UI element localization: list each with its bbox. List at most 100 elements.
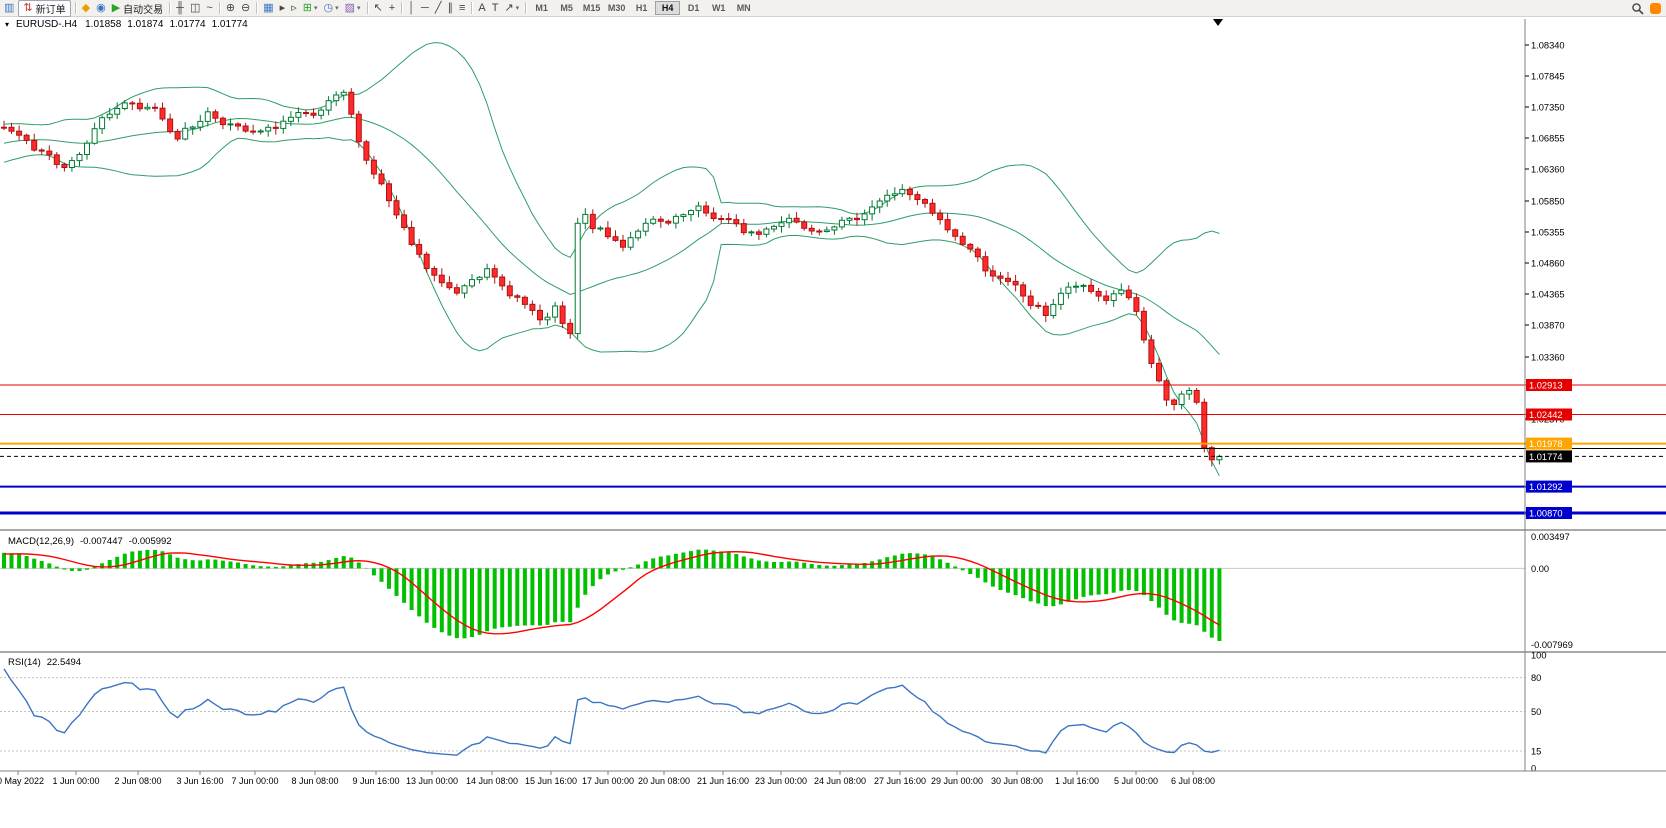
zoom-out-button[interactable]: ⊖	[239, 1, 252, 16]
candle	[997, 275, 1004, 279]
timeframe-button-m15[interactable]: M15	[582, 3, 601, 13]
candle	[1080, 284, 1087, 287]
toolbar-separator	[401, 2, 403, 14]
date-label: 13 Jun 00:00	[406, 776, 458, 786]
metaeditor-button[interactable]: ◆	[80, 1, 92, 16]
candle	[114, 108, 121, 115]
tile-windows-button-icon: ▦	[263, 2, 274, 14]
cursor-button[interactable]: ↖	[372, 1, 385, 16]
candle	[250, 130, 257, 133]
candle	[242, 125, 249, 132]
candle	[695, 205, 702, 212]
candle	[1088, 284, 1095, 292]
channel-button[interactable]: ∥	[445, 1, 455, 16]
candle	[348, 91, 355, 115]
candle	[823, 229, 830, 232]
candle	[801, 221, 808, 229]
candle	[295, 112, 302, 118]
chart-shift-button[interactable]: ▹	[289, 1, 299, 16]
candle	[144, 106, 151, 110]
price-axis-area[interactable]	[1525, 30, 1666, 771]
auto-scroll-button[interactable]: ▸	[278, 1, 288, 16]
candle	[1027, 295, 1034, 306]
date-label: 1 Jun 00:00	[52, 776, 99, 786]
timeframe-button-d1[interactable]: D1	[687, 3, 700, 13]
timeframe-button-m30[interactable]: M30	[607, 3, 626, 13]
horizontal-line-button[interactable]: ─	[419, 1, 431, 16]
vertical-line-button[interactable]: │	[406, 1, 417, 16]
price-tick-label: 1.04365	[1531, 290, 1565, 300]
timeframe-button-m5[interactable]: M5	[560, 3, 573, 13]
text-label-button[interactable]: T	[490, 1, 501, 16]
candle	[68, 160, 75, 169]
tile-windows-button[interactable]: ▦	[261, 1, 275, 16]
candle	[219, 117, 226, 126]
scroll-to-end-marker[interactable]	[1213, 19, 1223, 26]
price-tick-label: 1.08340	[1531, 41, 1565, 51]
candle	[38, 149, 45, 152]
price-tick-label: 1.03360	[1531, 353, 1565, 363]
candle	[748, 231, 755, 234]
candle	[876, 200, 883, 208]
time-axis-area[interactable]	[0, 772, 1666, 788]
timeframe-button-h1[interactable]: H1	[635, 3, 648, 13]
rsi-pane-area[interactable]	[0, 653, 1525, 769]
market-button[interactable]: ◉	[94, 1, 108, 16]
arrows-button[interactable]: ↗ ▾	[502, 1, 521, 16]
candle	[567, 322, 574, 335]
candle	[174, 130, 181, 140]
candle	[1110, 293, 1117, 301]
macd-pane-area[interactable]	[0, 531, 1525, 649]
chart-plot-area[interactable]	[0, 30, 1525, 529]
candle	[665, 220, 672, 224]
price-level-badges: 1.02913 1.02442 1.01978 1.01774 1.01292 1.008…	[1526, 379, 1572, 519]
search-icon[interactable]	[1631, 2, 1644, 15]
timeframe-button-h4[interactable]: H4	[655, 1, 681, 15]
date-label: 15 Jun 16:00	[525, 776, 577, 786]
timeframe-button-w1[interactable]: W1	[711, 3, 726, 13]
arrows-button-icon: ↗	[504, 2, 514, 14]
bollinger-lower-band	[3, 136, 1220, 477]
periods-button[interactable]: ◷ ▾	[321, 1, 340, 16]
new-order-button[interactable]: ⇅ 新订单	[18, 0, 71, 17]
candle	[152, 106, 158, 109]
candlestick-chart-button-icon: ◫	[189, 2, 201, 14]
community-icon[interactable]	[1650, 2, 1661, 14]
zoom-in-button[interactable]: ⊕	[224, 1, 237, 16]
market-button-icon: ◉	[96, 2, 106, 14]
market-watch-icon[interactable]: ▥	[2, 1, 16, 16]
trendline-button[interactable]: ╱	[433, 1, 444, 16]
autotrading-button[interactable]: ▶ 自动交易	[110, 1, 165, 16]
timeframe-button-m1[interactable]: M1	[535, 3, 548, 13]
fibonacci-button[interactable]: ≡	[457, 1, 467, 16]
macd-panel-separator[interactable]	[0, 529, 1666, 531]
candle	[1050, 303, 1057, 316]
candle	[612, 236, 619, 241]
text-button[interactable]: A	[476, 1, 487, 16]
candle	[416, 244, 423, 255]
date-label: 9 Jun 16:00	[352, 776, 399, 786]
timeframe-button-mn[interactable]: MN	[736, 3, 751, 13]
candle	[476, 276, 483, 281]
rsi-panel-separator[interactable]	[0, 651, 1666, 653]
crosshair-button-icon: +	[388, 2, 396, 14]
indicators-button[interactable]: ⊞ ▾	[301, 1, 320, 16]
crosshair-button[interactable]: +	[387, 1, 397, 16]
candle	[318, 109, 325, 116]
candle	[438, 274, 445, 284]
templates-button[interactable]: ▨ ▾	[343, 1, 363, 16]
candle	[393, 200, 400, 216]
candle	[1005, 277, 1011, 282]
autotrading-button-label: 自动交易	[123, 4, 164, 16]
line-chart-button[interactable]: ~	[204, 1, 214, 16]
candle	[1103, 295, 1110, 301]
candlestick-chart-button[interactable]: ◫	[188, 1, 202, 16]
bar-chart-button[interactable]: ╫	[174, 1, 186, 16]
chevron-down-icon: ▾	[515, 5, 520, 12]
price-level-badge-text: 1.01292	[1529, 482, 1563, 492]
candle	[914, 194, 921, 201]
toolbar: ▥ ⇅ 新订单 ◆ ◉ ▶ 自动交易 ╫ ◫ ~ ⊕ ⊖ ▦ ▸ ▹ ⊞ ▾ ◷ ▾ ▨ ▾ ↖ + │ ─ ╱ ∥ ≡ A T ↗ ▾ M1 M…	[0, 0, 1666, 17]
price-tick-label: 1.04860	[1531, 259, 1565, 269]
collapse-icon[interactable]: ▾	[5, 20, 9, 29]
